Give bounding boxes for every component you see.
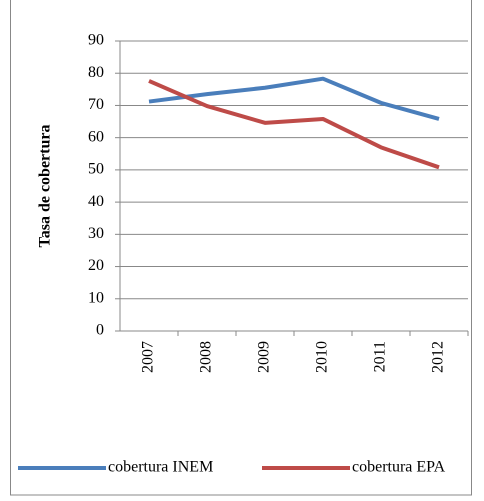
y-tick-label: 90	[88, 32, 104, 49]
x-tick-label: 2010	[314, 341, 331, 373]
line-series	[148, 76, 440, 121]
legend-label: cobertura EPA	[352, 459, 446, 476]
x-tick-label: 2009	[256, 341, 273, 373]
y-tick-label: 70	[88, 96, 104, 113]
y-tick-label: 50	[88, 161, 104, 178]
line-series	[148, 79, 440, 170]
y-axis-label: Tasa de cobertura	[37, 125, 54, 248]
y-tick-label: 10	[88, 289, 104, 306]
y-tick-label: 40	[88, 193, 104, 210]
y-tick-label: 30	[88, 225, 104, 242]
x-tick-label: 2007	[140, 341, 157, 373]
legend-label: cobertura INEM	[108, 459, 213, 476]
chart-border	[10, 0, 472, 496]
x-tick-label: 2012	[430, 341, 447, 373]
y-tick-label: 20	[88, 257, 104, 274]
y-tick-label: 60	[88, 128, 104, 145]
x-tick-label: 2011	[372, 341, 389, 372]
y-tick-label: 80	[88, 64, 104, 81]
x-tick-label: 2008	[198, 341, 215, 373]
y-tick-label: 0	[96, 322, 104, 339]
